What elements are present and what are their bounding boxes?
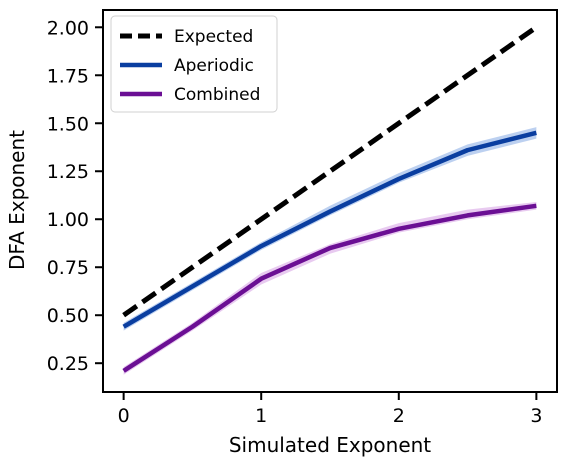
series-line-aperiodic: [122, 130, 537, 329]
legend-label-aperiodic: Aperiodic: [174, 56, 254, 76]
x-tick-label: 0: [118, 405, 130, 427]
series-line-combined: [122, 203, 537, 373]
x-tick-label: 1: [255, 405, 267, 427]
legend: Expected Aperiodic Combined: [110, 15, 278, 113]
legend-label-expected: Expected: [174, 27, 253, 47]
y-tick-label: 1.75: [47, 65, 89, 87]
x-axis-title: Simulated Exponent: [229, 433, 431, 457]
y-tick-label: 1.25: [47, 161, 89, 183]
y-tick-label: 0.25: [47, 353, 89, 375]
y-axis-title: DFA Exponent: [5, 130, 29, 270]
y-tick-label: 1.00: [47, 209, 89, 231]
x-tick-label: 3: [530, 405, 542, 427]
x-tick-label: 2: [393, 405, 405, 427]
axes-frame: [102, 9, 558, 393]
series-line-expected: [122, 25, 538, 318]
y-tick-label: 0.75: [47, 257, 89, 279]
y-tick-label: 1.50: [47, 113, 89, 135]
confidence-band-aperiodic: [123, 127, 537, 331]
legend-box: [110, 15, 278, 113]
y-tick-label: 2.00: [47, 17, 89, 39]
legend-label-combined: Combined: [174, 85, 260, 105]
y-tick-label: 0.50: [47, 305, 89, 327]
